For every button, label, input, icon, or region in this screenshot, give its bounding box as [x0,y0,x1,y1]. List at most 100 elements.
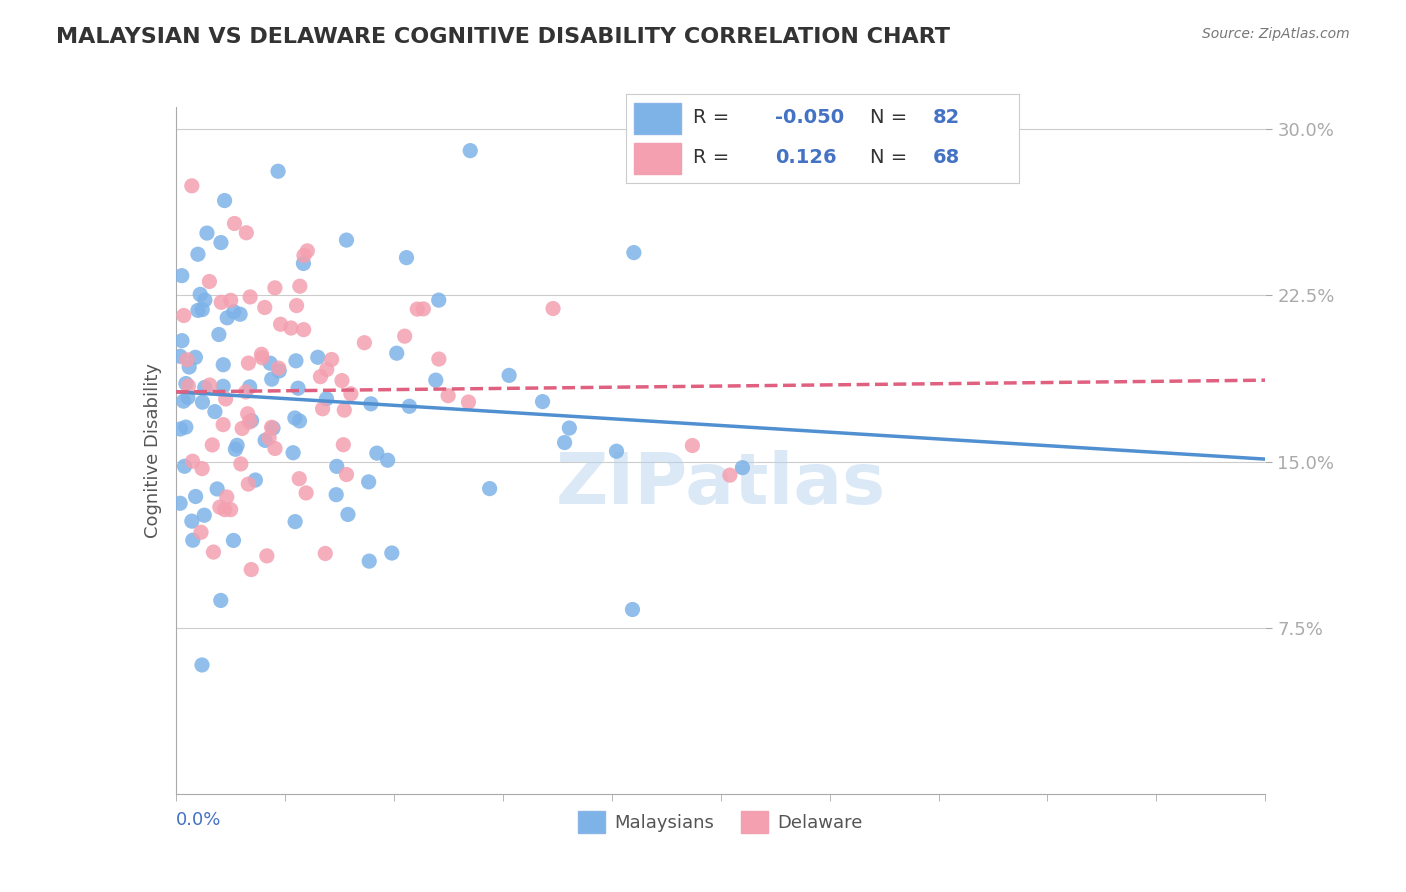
Text: 82: 82 [932,108,960,128]
Point [357,475,380,489]
Point [531,394,554,409]
Text: R =: R = [693,148,728,168]
Point [292,256,315,270]
Point [174,420,197,434]
Point [280,321,302,335]
Point [209,235,232,250]
Point [184,490,207,504]
Point [427,352,450,367]
Point [190,525,212,540]
Point [176,352,198,367]
Point [254,434,277,448]
Point [205,482,228,496]
Point [214,502,236,516]
Point [292,248,315,262]
Text: R =: R = [693,108,728,128]
Text: N =: N = [870,148,907,168]
Point [311,401,333,416]
Text: N =: N = [870,108,907,128]
Point [188,287,211,301]
Point [177,379,200,393]
Point [229,307,252,321]
Point [425,373,447,387]
Point [208,500,231,515]
Point [381,546,404,560]
Point [240,563,263,577]
Point [173,394,195,409]
Point [191,657,214,672]
Point [385,346,408,360]
Point [187,247,209,261]
Point [295,486,318,500]
Point [281,446,304,460]
Point [332,438,354,452]
Point [195,226,218,240]
Text: 0.0%: 0.0% [176,811,221,829]
Point [321,352,343,367]
Point [718,468,741,483]
Point [307,351,329,365]
FancyBboxPatch shape [634,103,681,134]
Point [478,482,501,496]
Point [191,302,214,317]
Point [238,415,260,429]
Point [212,358,235,372]
Point [541,301,564,316]
Text: ZIPatlas: ZIPatlas [555,450,886,519]
Point [184,351,207,365]
Point [256,549,278,563]
Point [498,368,520,383]
Point [285,299,308,313]
Point [267,361,290,376]
Point [180,514,202,528]
Point [264,442,287,456]
Point [262,421,284,435]
Point [179,359,201,374]
Point [170,268,193,283]
Point [269,364,291,378]
Point [427,293,450,307]
Point [457,395,479,409]
Point [292,323,315,337]
Point [202,545,225,559]
Point [208,327,231,342]
Point [219,502,242,516]
Point [191,395,214,409]
Point [214,392,236,406]
Point [187,303,209,318]
Point [217,310,239,325]
Point [264,281,287,295]
Point [194,293,217,307]
Point [335,467,357,482]
Point [287,381,309,395]
Point [360,397,382,411]
Point [253,301,276,315]
Point [621,602,644,616]
Point [284,515,307,529]
Point [623,245,645,260]
Point [235,384,257,399]
Point [226,438,249,452]
Point [267,164,290,178]
Point [359,554,381,568]
Point [224,217,246,231]
Point [326,459,349,474]
Point [270,318,292,332]
Point [222,533,245,548]
Point [309,369,332,384]
Point [173,459,195,474]
Point [229,457,252,471]
Point [366,446,388,460]
Point [245,473,267,487]
Point [315,362,337,376]
Text: 68: 68 [932,148,960,168]
Point [297,244,319,258]
Point [180,178,202,193]
Point [257,431,280,445]
Point [170,334,193,348]
Point [231,421,253,435]
Point [169,496,191,510]
Text: Source: ZipAtlas.com: Source: ZipAtlas.com [1202,27,1350,41]
Point [353,335,375,350]
Point [235,226,257,240]
